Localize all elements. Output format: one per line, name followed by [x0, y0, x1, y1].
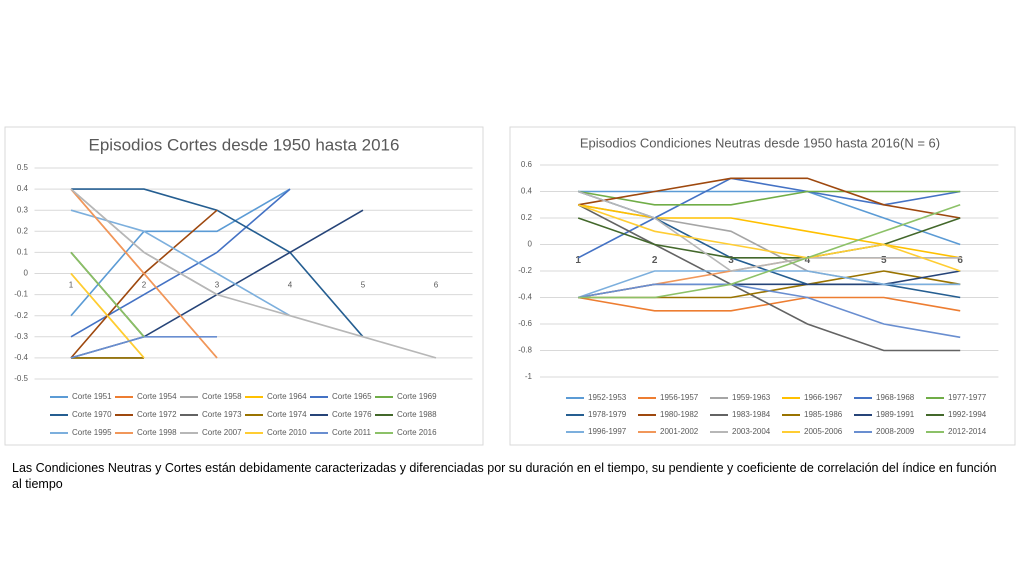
legend-label: 1959-1963 [732, 393, 771, 402]
series-line [70, 188, 218, 359]
legend-label: Corte 2016 [397, 428, 437, 437]
y-tick-label: -0.2 [518, 266, 532, 275]
series-line [578, 283, 961, 339]
series-line [578, 190, 961, 246]
x-tick-label: 3 [215, 281, 220, 290]
legend-label: 1985-1986 [804, 410, 843, 419]
legend-label: 2003-2004 [732, 427, 771, 436]
legend-label: 2005-2006 [804, 427, 843, 436]
series-line [578, 204, 961, 299]
x-tick-label: 6 [434, 281, 439, 290]
series-line [70, 272, 145, 359]
legend-label: Corte 1965 [332, 392, 372, 401]
legend-label: 1983-1984 [732, 410, 771, 419]
legend-label: Corte 1958 [202, 392, 242, 401]
y-tick-label: -0.3 [14, 332, 28, 341]
series-line [578, 177, 961, 219]
x-tick-label: 1 [69, 281, 74, 290]
series-line [577, 204, 961, 352]
chart-title: Episodios Condiciones Neutras desde 1950… [580, 135, 940, 150]
legend-label: Corte 1951 [72, 392, 112, 401]
x-tick-label: 2 [652, 255, 658, 266]
legend-label: Corte 1964 [267, 392, 307, 401]
series-line [70, 251, 145, 338]
y-tick-label: 0 [24, 269, 29, 278]
x-tick-label: 6 [957, 255, 963, 266]
chart-frame [4, 126, 484, 446]
legend-label: Corte 1970 [72, 410, 112, 419]
y-tick-label: -0.1 [14, 290, 28, 299]
legend-label: Corte 1998 [137, 428, 177, 437]
legend-label: 2008-2009 [876, 427, 915, 436]
legend-label: Corte 2010 [267, 428, 307, 437]
y-tick-label: 0.3 [17, 205, 29, 214]
legend-label: Corte 1972 [137, 410, 177, 419]
y-tick-label: -0.4 [518, 293, 532, 302]
legend-label: 2001-2002 [660, 427, 699, 436]
x-tick-label: 4 [805, 255, 811, 266]
y-tick-label: -0.8 [518, 346, 532, 355]
x-tick-label: 2 [142, 281, 147, 290]
legend-label: 1977-1977 [948, 393, 987, 402]
legend-label: Corte 1995 [72, 428, 112, 437]
series-line [70, 188, 291, 317]
series-line [577, 204, 961, 272]
caption: Las Condiciones Neutras y Cortes están d… [12, 461, 997, 491]
legend-label: 1992-1994 [948, 410, 987, 419]
legend-label: Corte 1988 [397, 410, 437, 419]
x-tick-label: 4 [288, 281, 293, 290]
legend-label: Corte 1969 [397, 392, 437, 401]
y-tick-label: -0.2 [14, 311, 28, 320]
legend-label: 1968-1968 [876, 393, 915, 402]
x-tick-label: 5 [881, 255, 887, 266]
legend-label: Corte 1974 [267, 410, 307, 419]
y-tick-label: 0.5 [17, 163, 29, 172]
legend-label: 1989-1991 [876, 410, 915, 419]
legend-label: Corte 2007 [202, 428, 242, 437]
x-tick-label: 1 [575, 255, 581, 266]
legend-label: Corte 1954 [137, 392, 177, 401]
legend-label: Corte 2011 [332, 428, 372, 437]
series-line [70, 188, 437, 359]
y-tick-label: 0.2 [521, 213, 533, 222]
legend-label: 1980-1982 [660, 410, 699, 419]
y-tick-label: 0.6 [521, 160, 533, 169]
legend-label: 1952-1953 [588, 393, 627, 402]
legend-label: Corte 1973 [202, 410, 242, 419]
legend-label: 2012-2014 [948, 427, 987, 436]
chart-frame [509, 126, 1016, 446]
x-tick-label: 5 [361, 281, 366, 290]
y-tick-label: 0.1 [17, 248, 29, 257]
series-line [577, 177, 961, 259]
series-line [577, 217, 961, 259]
y-tick-label: -1 [525, 372, 533, 381]
series-line [578, 190, 961, 206]
y-tick-label: 0.4 [17, 184, 29, 193]
y-tick-label: -0.5 [14, 374, 28, 383]
y-tick-label: 0.4 [521, 187, 533, 196]
chart-title: Episodios Cortes desde 1950 hasta 2016 [89, 135, 400, 154]
legend-label: Corte 1976 [332, 410, 372, 419]
y-tick-label: -0.4 [14, 353, 28, 362]
y-tick-label: 0.2 [17, 226, 29, 235]
series-line [578, 204, 961, 259]
legend-label: 1996-1997 [588, 427, 627, 436]
y-tick-label: 0 [528, 240, 533, 249]
legend-label: 1978-1979 [588, 410, 627, 419]
y-tick-label: -0.6 [518, 319, 532, 328]
series-line [577, 190, 961, 272]
legend-label: 1966-1967 [804, 393, 843, 402]
x-tick-label: 3 [728, 255, 734, 266]
legend-label: 1956-1957 [660, 393, 699, 402]
